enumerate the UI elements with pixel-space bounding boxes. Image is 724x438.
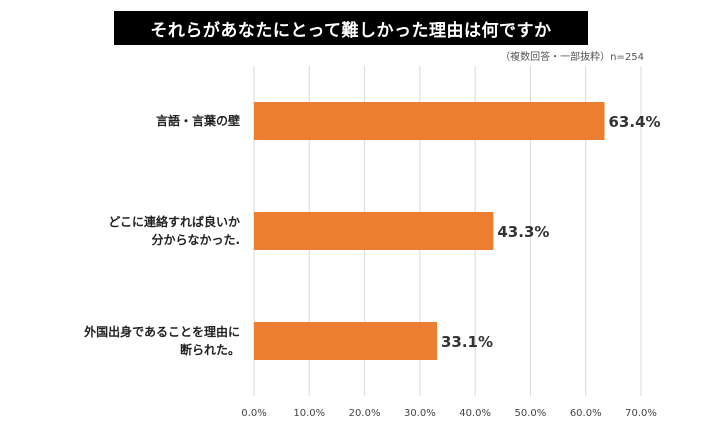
- x-tick-label: 20.0%: [349, 408, 381, 419]
- bar: [254, 322, 437, 360]
- sample-note: （複数回答・一部抜粋）n=254: [500, 52, 644, 63]
- value-label: 43.3%: [497, 223, 549, 241]
- x-tick-label: 10.0%: [293, 408, 325, 419]
- bar: [254, 212, 494, 250]
- value-label: 63.4%: [609, 113, 661, 131]
- category-label: 外国出身であることを理由に断られた。: [30, 323, 240, 359]
- x-tick-label: 50.0%: [515, 408, 547, 419]
- category-label-line: 言語・言葉の壁: [155, 114, 240, 128]
- category-label-line: 外国出身であることを理由に: [84, 325, 240, 339]
- chart-title: それらがあなたにとって難しかった理由は何ですか: [114, 11, 588, 45]
- bars: [254, 102, 605, 360]
- category-label: どこに連絡すれば良いか分からなかった.: [30, 213, 240, 249]
- x-tick-label: 30.0%: [404, 408, 436, 419]
- category-label-line: 分からなかった.: [151, 233, 240, 247]
- value-labels: 63.4% 43.3% 33.1%: [441, 113, 661, 351]
- value-label: 33.1%: [441, 333, 493, 351]
- x-tick-label: 70.0%: [625, 408, 657, 419]
- category-label-line: どこに連絡すれば良いか: [108, 215, 240, 229]
- bar: [254, 102, 605, 140]
- x-tick-label: 0.0%: [241, 408, 266, 419]
- x-tick-label: 60.0%: [570, 408, 602, 419]
- category-label-line: 断られた。: [179, 343, 240, 357]
- x-tick-label: 40.0%: [459, 408, 491, 419]
- category-label: 言語・言葉の壁: [30, 112, 240, 130]
- x-tick-labels: 0.0% 10.0% 20.0% 30.0% 40.0% 50.0% 60.0% 70.0%: [241, 408, 657, 419]
